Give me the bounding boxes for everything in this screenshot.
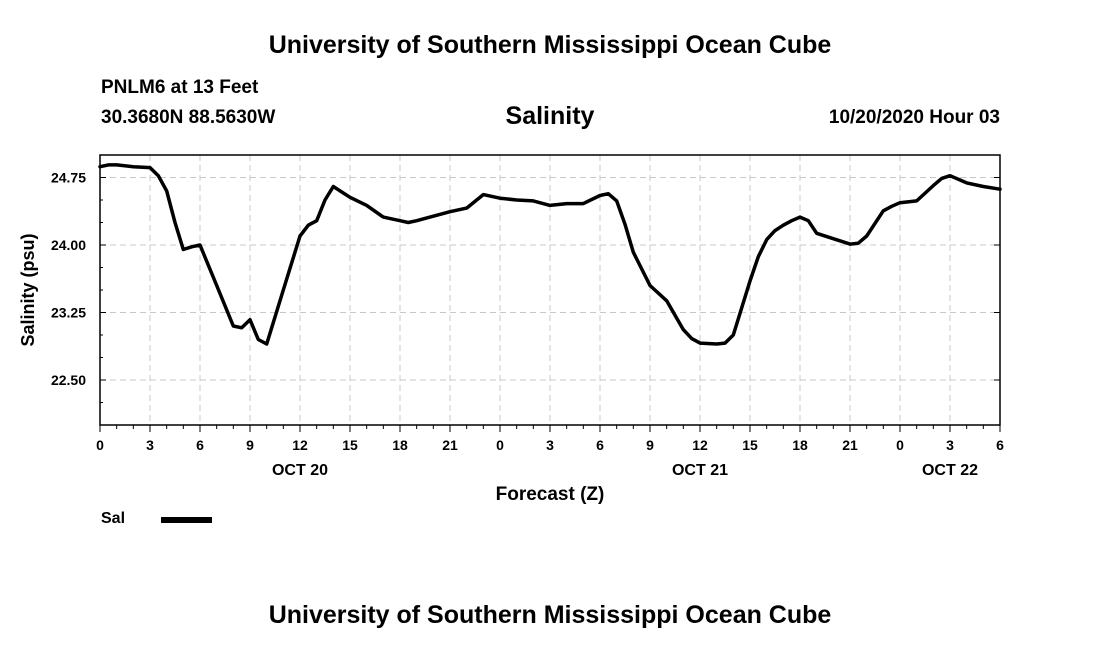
x-tick-label: 3 [946, 437, 954, 453]
footer-title: University of Southern Mississippi Ocean… [268, 601, 832, 629]
x-tick-label: 0 [96, 437, 104, 453]
x-tick-label: 0 [896, 437, 904, 453]
y-tick-labels: 22.50 23.25 24.00 24.75 [51, 170, 86, 389]
x-tick-labels: 0 3 6 9 12 15 18 21 0 3 6 9 12 15 18 21 0 3 6 [96, 437, 1004, 453]
x-axis-label: Forecast (Z) [496, 484, 605, 505]
chart-grid [100, 155, 1000, 425]
day-label: OCT 22 [922, 462, 978, 479]
x-tick-label: 18 [792, 437, 808, 453]
x-tick-label: 15 [342, 437, 358, 453]
y-tick-label: 24.75 [51, 170, 86, 186]
y-tick-label: 23.25 [51, 305, 86, 321]
y-tick-label: 24.00 [51, 237, 86, 253]
chart-title: Salinity [505, 102, 595, 130]
series-layer [98, 163, 1002, 346]
x-tick-label: 3 [146, 437, 154, 453]
x-tick-label: 9 [246, 437, 254, 453]
station-coordinates: 30.3680N 88.5630W [101, 107, 276, 128]
day-label: OCT 21 [672, 462, 728, 479]
y-tick-label: 22.50 [51, 372, 86, 388]
x-tick-label: 21 [442, 437, 458, 453]
x-tick-label: 12 [692, 437, 708, 453]
series-line-sal [98, 163, 1002, 346]
x-tick-label: 0 [496, 437, 504, 453]
day-labels: OCT 20 OCT 21 OCT 22 [272, 462, 978, 479]
day-label: OCT 20 [272, 462, 328, 479]
forecast-timestamp: 10/20/2020 Hour 03 [828, 107, 1000, 128]
x-tick-label: 6 [196, 437, 204, 453]
x-tick-label: 6 [996, 437, 1004, 453]
x-tick-label: 18 [392, 437, 408, 453]
x-tick-label: 15 [742, 437, 758, 453]
legend-swatch-sal [161, 517, 212, 523]
x-tick-label: 21 [842, 437, 858, 453]
x-tick-label: 12 [292, 437, 308, 453]
axis-ticks [99, 177, 1001, 432]
y-axis-label: Salinity (psu) [18, 233, 38, 346]
x-tick-label: 3 [546, 437, 554, 453]
page-title: University of Southern Mississippi Ocean… [268, 31, 832, 59]
legend-label-sal: Sal [101, 510, 126, 527]
x-tick-label: 9 [646, 437, 654, 453]
station-label: PNLM6 at 13 Feet [101, 77, 259, 98]
x-tick-label: 6 [596, 437, 604, 453]
